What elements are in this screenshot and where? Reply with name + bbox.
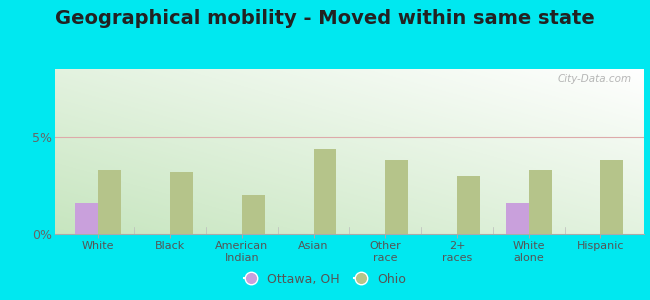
Bar [506, 203, 528, 234]
Text: Geographical mobility - Moved within same state: Geographical mobility - Moved within sam… [55, 9, 595, 28]
Bar [75, 203, 98, 234]
Bar [170, 172, 193, 234]
Bar [528, 170, 552, 234]
Bar [98, 170, 122, 234]
Bar [242, 195, 265, 234]
Legend: Ottawa, OH, Ohio: Ottawa, OH, Ohio [239, 268, 411, 291]
Bar [313, 148, 337, 234]
Bar [385, 160, 408, 234]
Bar [457, 176, 480, 234]
Bar [601, 160, 623, 234]
Text: City-Data.com: City-Data.com [558, 74, 632, 84]
